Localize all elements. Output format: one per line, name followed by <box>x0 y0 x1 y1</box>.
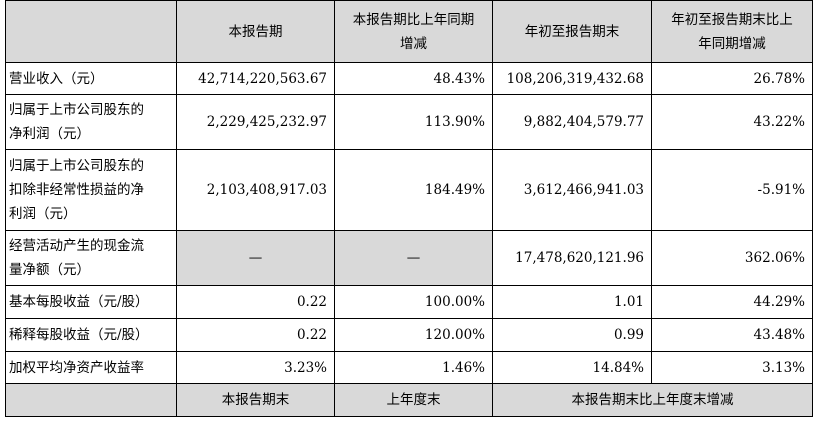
cell-ytd: 3,612,466,941.03 <box>492 149 652 231</box>
row-label: 归属于上市公司股东的 净利润（元） <box>5 94 177 150</box>
financial-summary-table: 本报告期 本报告期比上年同期 增减 年初至报告期末 年初至报告期末比上 年同期增… <box>5 0 813 417</box>
row-label: 营业收入（元） <box>5 62 177 95</box>
cell-ytd: 0.99 <box>492 318 652 352</box>
footer-blank-cell <box>5 383 177 417</box>
cell-ytd-yoy: 362.06% <box>651 230 813 286</box>
header-current-yoy-line2: 增减 <box>400 35 427 52</box>
footer-period-end: 本报告期末 <box>176 383 335 417</box>
financial-table-container: 本报告期 本报告期比上年同期 增减 年初至报告期末 年初至报告期末比上 年同期增… <box>5 0 813 417</box>
row-label-line3: 利润（元） <box>9 206 77 222</box>
cell-current-yoy: 113.90% <box>334 94 493 150</box>
cell-ytd-yoy: 44.29% <box>651 285 813 319</box>
cell-current-yoy: 1.46% <box>334 351 493 384</box>
cell-ytd-yoy: 3.13% <box>651 351 813 384</box>
cell-current-yoy: 100.00% <box>334 285 493 319</box>
table-row-weighted-roe: 加权平均净资产收益率 3.23% 1.46% 14.84% 3.13% <box>5 351 813 384</box>
table-footer-header-row: 本报告期末 上年度末 本报告期末比上年度末增减 <box>5 383 813 417</box>
row-label-line1: 经营活动产生的现金流 <box>9 238 144 254</box>
cell-ytd-yoy: 43.48% <box>651 318 813 352</box>
cell-ytd: 17,478,620,121.96 <box>492 230 652 286</box>
table-row-net-profit-excl-nonrecurring: 归属于上市公司股东的 扣除非经常性损益的净 利润（元） 2,103,408,91… <box>5 149 813 231</box>
table-row-diluted-eps: 稀释每股收益（元/股） 0.22 120.00% 0.99 43.48% <box>5 318 813 352</box>
cell-ytd-yoy: 43.22% <box>651 94 813 150</box>
header-current-yoy: 本报告期比上年同期 增减 <box>334 0 493 63</box>
row-label-line2: 净利润（元） <box>9 126 90 142</box>
table-row-revenue: 营业收入（元） 42,714,220,563.67 48.43% 108,206… <box>5 62 813 95</box>
footer-prior-year-end: 上年度末 <box>334 383 493 417</box>
cell-current: 2,229,425,232.97 <box>176 94 335 150</box>
header-current-yoy-line1: 本报告期比上年同期 <box>352 11 475 28</box>
header-ytd-yoy: 年初至报告期末比上 年同期增减 <box>651 0 813 63</box>
header-ytd-yoy-line1: 年初至报告期末比上 <box>671 11 793 28</box>
footer-change: 本报告期末比上年度末增减 <box>492 383 813 417</box>
row-label-line1: 归属于上市公司股东的 <box>9 158 144 174</box>
row-label-line2: 量净额（元） <box>9 262 90 278</box>
cell-current: — <box>176 230 335 286</box>
cell-current-yoy: 184.49% <box>334 149 493 231</box>
row-label-line2: 扣除非经常性损益的净 <box>9 182 144 198</box>
row-label: 稀释每股收益（元/股） <box>5 318 177 352</box>
row-label: 基本每股收益（元/股） <box>5 285 177 319</box>
cell-current-yoy: — <box>334 230 493 286</box>
cell-current-yoy: 120.00% <box>334 318 493 352</box>
row-label: 加权平均净资产收益率 <box>5 351 177 384</box>
row-label-line1: 归属于上市公司股东的 <box>9 102 144 118</box>
table-row-operating-cash-flow: 经营活动产生的现金流 量净额（元） — — 17,478,620,121.96 … <box>5 230 813 286</box>
table-row-basic-eps: 基本每股收益（元/股） 0.22 100.00% 1.01 44.29% <box>5 285 813 319</box>
header-current-period: 本报告期 <box>176 0 335 63</box>
cell-current: 3.23% <box>176 351 335 384</box>
header-ytd: 年初至报告期末 <box>492 0 652 63</box>
row-label: 经营活动产生的现金流 量净额（元） <box>5 230 177 286</box>
cell-ytd: 108,206,319,432.68 <box>492 62 652 95</box>
cell-ytd: 14.84% <box>492 351 652 384</box>
row-label: 归属于上市公司股东的 扣除非经常性损益的净 利润（元） <box>5 149 177 231</box>
table-row-net-profit: 归属于上市公司股东的 净利润（元） 2,229,425,232.97 113.9… <box>5 94 813 150</box>
cell-current: 0.22 <box>176 318 335 352</box>
header-blank-cell <box>5 0 177 63</box>
cell-ytd-yoy: -5.91% <box>651 149 813 231</box>
cell-current: 42,714,220,563.67 <box>176 62 335 95</box>
cell-ytd: 9,882,404,579.77 <box>492 94 652 150</box>
cell-ytd: 1.01 <box>492 285 652 319</box>
header-ytd-yoy-line2: 年同期增减 <box>698 35 766 52</box>
cell-ytd-yoy: 26.78% <box>651 62 813 95</box>
table-header-row: 本报告期 本报告期比上年同期 增减 年初至报告期末 年初至报告期末比上 年同期增… <box>5 0 813 63</box>
cell-current-yoy: 48.43% <box>334 62 493 95</box>
cell-current: 0.22 <box>176 285 335 319</box>
cell-current: 2,103,408,917.03 <box>176 149 335 231</box>
